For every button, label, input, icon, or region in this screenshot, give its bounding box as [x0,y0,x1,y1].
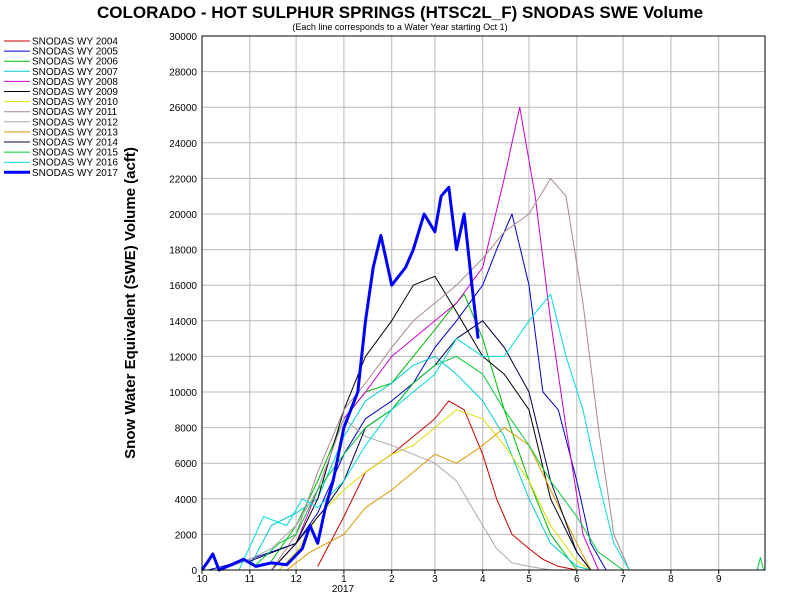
x-tick-label: 10 [196,574,208,585]
series-line-13 [238,293,630,571]
legend-entry: SNODAS WY 2012 [32,117,118,128]
x-tick-label: 9 [716,574,722,585]
x-tick-label: 12 [291,574,303,585]
plot-area [202,36,765,570]
legend-entry: SNODAS WY 2011 [32,107,118,118]
chart-subtitle: (Each line corresponds to a Water Year s… [292,22,507,32]
legend-entry: SNODAS WY 2004 [32,37,118,48]
y-axis-label: Snow Water Equivalent (SWE) Volume (acft… [122,147,139,459]
legend-entry: SNODAS WY 2015 [32,148,118,159]
y-tick-label: 4000 [175,495,198,506]
y-axis: 0 2000 4000 6000 8000 10000 12000 14000 16000 180… [169,32,197,577]
x-tick-label: 8 [668,574,674,585]
y-tick-label: 2000 [175,530,198,541]
series-line-10 [286,427,592,571]
x-tick-label: 1 [341,574,347,585]
legend-entry: SNODAS WY 2008 [32,77,118,88]
y-tick-label: 10000 [169,388,197,399]
y-tick-label: 30000 [169,32,197,43]
y-tick-label: 16000 [169,281,197,292]
x-tick-label: 11 [245,574,256,585]
series-line-9 [231,418,577,571]
y-tick-label: 12000 [169,352,197,363]
series-line-4 [249,355,591,571]
y-tick-label: 8000 [175,424,198,435]
series-layer [200,106,764,572]
y-tick-label: 22000 [169,174,197,185]
y-tick-label: 24000 [169,139,197,150]
series-line-12 [255,355,764,571]
legend-entry: SNODAS WY 2013 [32,127,118,138]
series-line-3 [270,293,578,571]
legend-entry: SNODAS WY 2016 [32,158,118,169]
y-tick-label: 26000 [169,103,197,114]
x-tick-label: 6 [574,574,580,585]
series-line-2 [208,213,607,571]
y-tick-label: 0 [191,566,197,577]
legend-entry: SNODAS WY 2006 [32,57,118,68]
y-tick-label: 28000 [169,68,197,79]
grid [201,35,765,571]
legend-entry: SNODAS WY 2007 [32,67,118,78]
legend-entry: SNODAS WY 2010 [32,97,118,108]
x-tick-label: 3 [432,574,438,585]
series-line-14 [200,185,480,572]
x-tick-label: 4 [480,574,486,585]
x-tick-label: 2 [389,574,395,585]
legend-entry: SNODAS WY 2014 [32,138,118,149]
y-tick-label: 6000 [175,459,198,470]
x-tick-label: 7 [620,574,626,585]
x-axis: 10 11 12 1 2 3 4 5 6 7 8 9 [196,570,722,585]
legend-entry: SNODAS WY 2009 [32,87,118,98]
plot-frame [201,35,766,571]
x-tick-label: 5 [526,574,532,585]
y-tick-label: 18000 [169,246,197,257]
legend-entry: SNODAS WY 2005 [32,47,118,58]
y-tick-label: 20000 [169,210,197,221]
legend-entry: SNODAS WY 2017 [32,168,118,179]
chart-title: COLORADO - HOT SULPHUR SPRINGS (HTSC2L_F… [97,3,703,22]
y-tick-label: 14000 [169,317,197,328]
x-year-label: 2017 [332,584,355,595]
